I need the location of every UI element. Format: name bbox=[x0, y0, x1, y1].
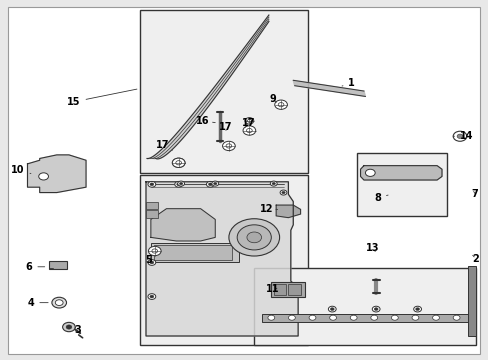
Circle shape bbox=[66, 325, 72, 329]
Circle shape bbox=[55, 300, 63, 306]
Circle shape bbox=[390, 315, 397, 320]
Circle shape bbox=[244, 118, 253, 124]
Circle shape bbox=[148, 294, 156, 300]
Circle shape bbox=[150, 295, 154, 298]
Circle shape bbox=[176, 161, 181, 165]
Circle shape bbox=[237, 225, 271, 250]
Text: 8: 8 bbox=[373, 193, 387, 203]
Circle shape bbox=[281, 191, 285, 194]
Text: 5: 5 bbox=[145, 255, 152, 265]
Text: 7: 7 bbox=[471, 189, 478, 199]
Bar bbox=[49, 261, 66, 269]
Bar bbox=[271, 282, 305, 297]
Polygon shape bbox=[360, 166, 441, 180]
Circle shape bbox=[243, 126, 255, 135]
Circle shape bbox=[278, 103, 284, 107]
Text: 6: 6 bbox=[25, 262, 44, 272]
Circle shape bbox=[172, 158, 184, 167]
Circle shape bbox=[288, 315, 295, 320]
Circle shape bbox=[225, 144, 231, 148]
Circle shape bbox=[330, 308, 333, 311]
Polygon shape bbox=[146, 182, 298, 336]
Text: 1: 1 bbox=[341, 78, 354, 88]
Text: 17: 17 bbox=[241, 118, 255, 128]
Circle shape bbox=[222, 141, 235, 150]
Circle shape bbox=[415, 308, 419, 311]
Circle shape bbox=[176, 183, 180, 186]
Polygon shape bbox=[147, 15, 268, 159]
Circle shape bbox=[370, 315, 377, 320]
Circle shape bbox=[208, 183, 212, 186]
Bar bbox=[356, 153, 446, 216]
Circle shape bbox=[62, 322, 75, 332]
Circle shape bbox=[274, 100, 287, 109]
Circle shape bbox=[179, 182, 183, 185]
Bar bbox=[288, 284, 300, 296]
Circle shape bbox=[211, 181, 218, 186]
Circle shape bbox=[246, 129, 252, 132]
Circle shape bbox=[206, 181, 214, 187]
Polygon shape bbox=[27, 155, 86, 193]
Circle shape bbox=[270, 181, 277, 186]
Circle shape bbox=[452, 131, 466, 141]
Circle shape bbox=[413, 306, 421, 312]
Circle shape bbox=[371, 306, 379, 312]
Circle shape bbox=[452, 315, 459, 320]
Circle shape bbox=[148, 181, 156, 187]
Circle shape bbox=[456, 134, 462, 138]
Bar bbox=[154, 245, 232, 260]
Circle shape bbox=[280, 190, 286, 195]
Text: 4: 4 bbox=[27, 298, 48, 308]
Circle shape bbox=[308, 315, 315, 320]
Circle shape bbox=[271, 182, 275, 185]
Circle shape bbox=[150, 183, 154, 186]
Circle shape bbox=[213, 182, 217, 185]
Bar bbox=[146, 211, 158, 218]
Circle shape bbox=[246, 232, 261, 243]
Polygon shape bbox=[293, 80, 365, 96]
Polygon shape bbox=[151, 209, 215, 241]
Text: 17: 17 bbox=[219, 122, 232, 132]
Circle shape bbox=[39, 173, 48, 180]
Text: 2: 2 bbox=[472, 254, 479, 264]
Circle shape bbox=[373, 308, 377, 311]
Circle shape bbox=[177, 181, 184, 186]
Circle shape bbox=[52, 297, 66, 308]
Circle shape bbox=[247, 120, 251, 122]
Circle shape bbox=[349, 315, 356, 320]
Circle shape bbox=[176, 161, 181, 165]
Circle shape bbox=[172, 158, 184, 167]
Circle shape bbox=[365, 169, 374, 176]
Polygon shape bbox=[276, 205, 300, 218]
Text: 11: 11 bbox=[265, 284, 279, 294]
Circle shape bbox=[329, 315, 336, 320]
Text: 9: 9 bbox=[269, 94, 276, 104]
Circle shape bbox=[148, 246, 161, 256]
Bar bbox=[254, 268, 475, 345]
Text: 17: 17 bbox=[156, 140, 172, 150]
Circle shape bbox=[152, 249, 157, 253]
Text: 3: 3 bbox=[74, 325, 81, 334]
Circle shape bbox=[174, 181, 182, 187]
Circle shape bbox=[267, 315, 274, 320]
Circle shape bbox=[328, 306, 335, 312]
Text: 16: 16 bbox=[196, 116, 215, 126]
Bar bbox=[467, 266, 475, 336]
Bar bbox=[261, 314, 468, 321]
Text: 10: 10 bbox=[11, 165, 31, 175]
Circle shape bbox=[432, 315, 439, 320]
Circle shape bbox=[150, 261, 154, 264]
Bar bbox=[146, 202, 158, 209]
Bar bbox=[151, 243, 238, 262]
Circle shape bbox=[228, 219, 279, 256]
Text: 15: 15 bbox=[67, 89, 137, 107]
Bar bbox=[273, 284, 285, 296]
Bar bbox=[140, 10, 307, 173]
Bar bbox=[140, 175, 307, 345]
Circle shape bbox=[148, 260, 156, 265]
Text: 12: 12 bbox=[259, 204, 277, 214]
Text: 14: 14 bbox=[452, 131, 473, 141]
Circle shape bbox=[411, 315, 418, 320]
Text: 13: 13 bbox=[365, 243, 378, 253]
